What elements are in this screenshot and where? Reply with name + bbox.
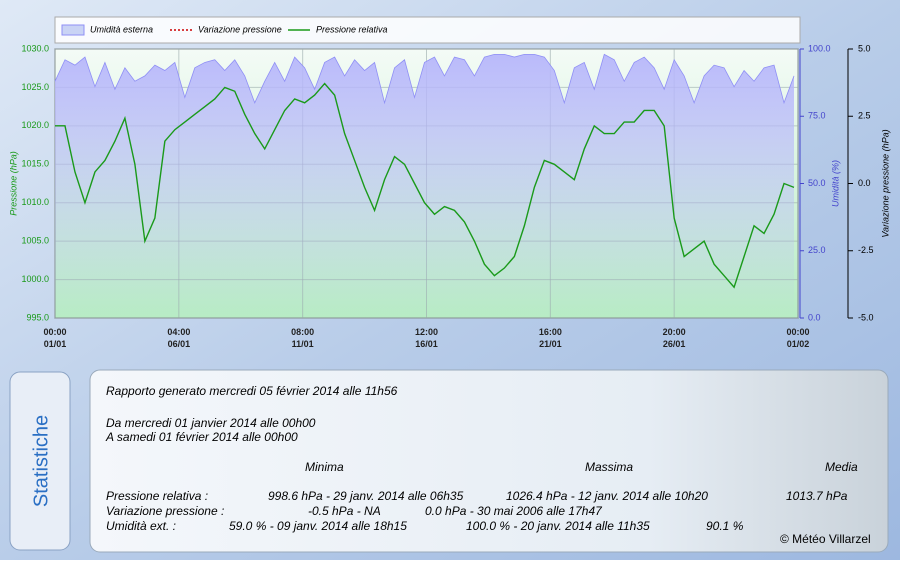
- cell: 100.0 % - 20 janv. 2014 alle 11h35: [466, 519, 650, 533]
- row-label: Umidità ext. :: [106, 519, 176, 533]
- series-line: [55, 82, 795, 289]
- y3-tick-label: 2.5: [858, 111, 871, 121]
- cell: 1013.7 hPa: [786, 489, 848, 503]
- x-tick-label: 04:00 06/01: [167, 327, 190, 349]
- x-tick-label: 08:00 11/01: [291, 327, 314, 349]
- x-tick-label: 16:00 21/01: [539, 327, 562, 349]
- report-line: Rapporto generato mercredi 05 février 20…: [106, 384, 398, 398]
- legend-label: Pressione relativa: [316, 24, 388, 34]
- header: Massima: [585, 460, 633, 474]
- stats-panel: [89, 369, 889, 553]
- cell: 0.0 hPa - 30 mai 2006 alle 17h47: [425, 504, 603, 518]
- stats-tab: [9, 371, 71, 551]
- y3-tick-label: 0.0: [858, 178, 871, 188]
- stats-tab-label: Statistiche: [30, 415, 52, 507]
- y2-axis-label: Umidità (%): [830, 160, 840, 207]
- cell: 59.0 % - 09 janv. 2014 alle 18h15: [229, 519, 407, 533]
- legend-swatch: [61, 24, 85, 36]
- x-tick-label: 00:00 01/02: [786, 327, 809, 349]
- y-tick-label: 1005.0: [21, 236, 49, 246]
- y-tick-label: 1010.0: [21, 197, 49, 207]
- y-tick-label: 995.0: [26, 312, 49, 322]
- copyright: © Météo Villarzel: [780, 532, 871, 546]
- chart: 00:00 01/01 04:00 06/01 08:00 11/01 12:00 16/01…: [8, 24, 890, 349]
- y2-tick-label: 75.0: [808, 111, 826, 121]
- y-tick-label: 1030.0: [21, 43, 49, 53]
- cell: 1026.4 hPa - 12 janv. 2014 alle 10h20: [506, 489, 708, 503]
- area-outline: [54, 53, 795, 105]
- legend-label: Umidità esterna: [90, 24, 153, 34]
- y-tick-label: 1015.0: [21, 159, 49, 169]
- header: Minima: [305, 460, 344, 474]
- y2-tick-label: 50.0: [808, 178, 826, 188]
- to-line: A samedi 01 février 2014 alle 00h00: [105, 430, 298, 444]
- legend-label: Variazione pressione: [198, 24, 282, 34]
- y2-tick-label: 0.0: [808, 312, 821, 322]
- cell: -0.5 hPa - NA: [308, 504, 381, 518]
- area-fill: [55, 54, 795, 318]
- x-tick-label: 00:00 01/01: [43, 327, 66, 349]
- y3-tick-label: -5.0: [858, 312, 874, 322]
- row-label: Variazione pressione :: [106, 504, 224, 518]
- y2-tick-label: 25.0: [808, 245, 826, 255]
- cell: 90.1 %: [706, 519, 744, 533]
- cell: 998.6 hPa - 29 janv. 2014 alle 06h35: [268, 489, 464, 503]
- from-line: Da mercredi 01 janvier 2014 alle 00h00: [106, 416, 316, 430]
- y3-tick-label: -2.5: [858, 245, 874, 255]
- y-tick-label: 1025.0: [21, 82, 49, 92]
- y-axis-label: Pressione (hPa): [8, 151, 18, 216]
- y2-tick-label: 100.0: [808, 43, 831, 53]
- x-tick-label: 20:00 26/01: [663, 327, 686, 349]
- row-label: Pressione relativa :: [106, 489, 208, 503]
- legend-box: [54, 16, 801, 44]
- y-tick-label: 1020.0: [21, 120, 49, 130]
- y3-axis-label: Variazione pressione (hPa): [880, 129, 890, 237]
- y-tick-label: 1000.0: [21, 274, 49, 284]
- y3-tick-label: 5.0: [858, 43, 871, 53]
- header: Media: [825, 460, 858, 474]
- x-tick-label: 12:00 16/01: [415, 327, 438, 349]
